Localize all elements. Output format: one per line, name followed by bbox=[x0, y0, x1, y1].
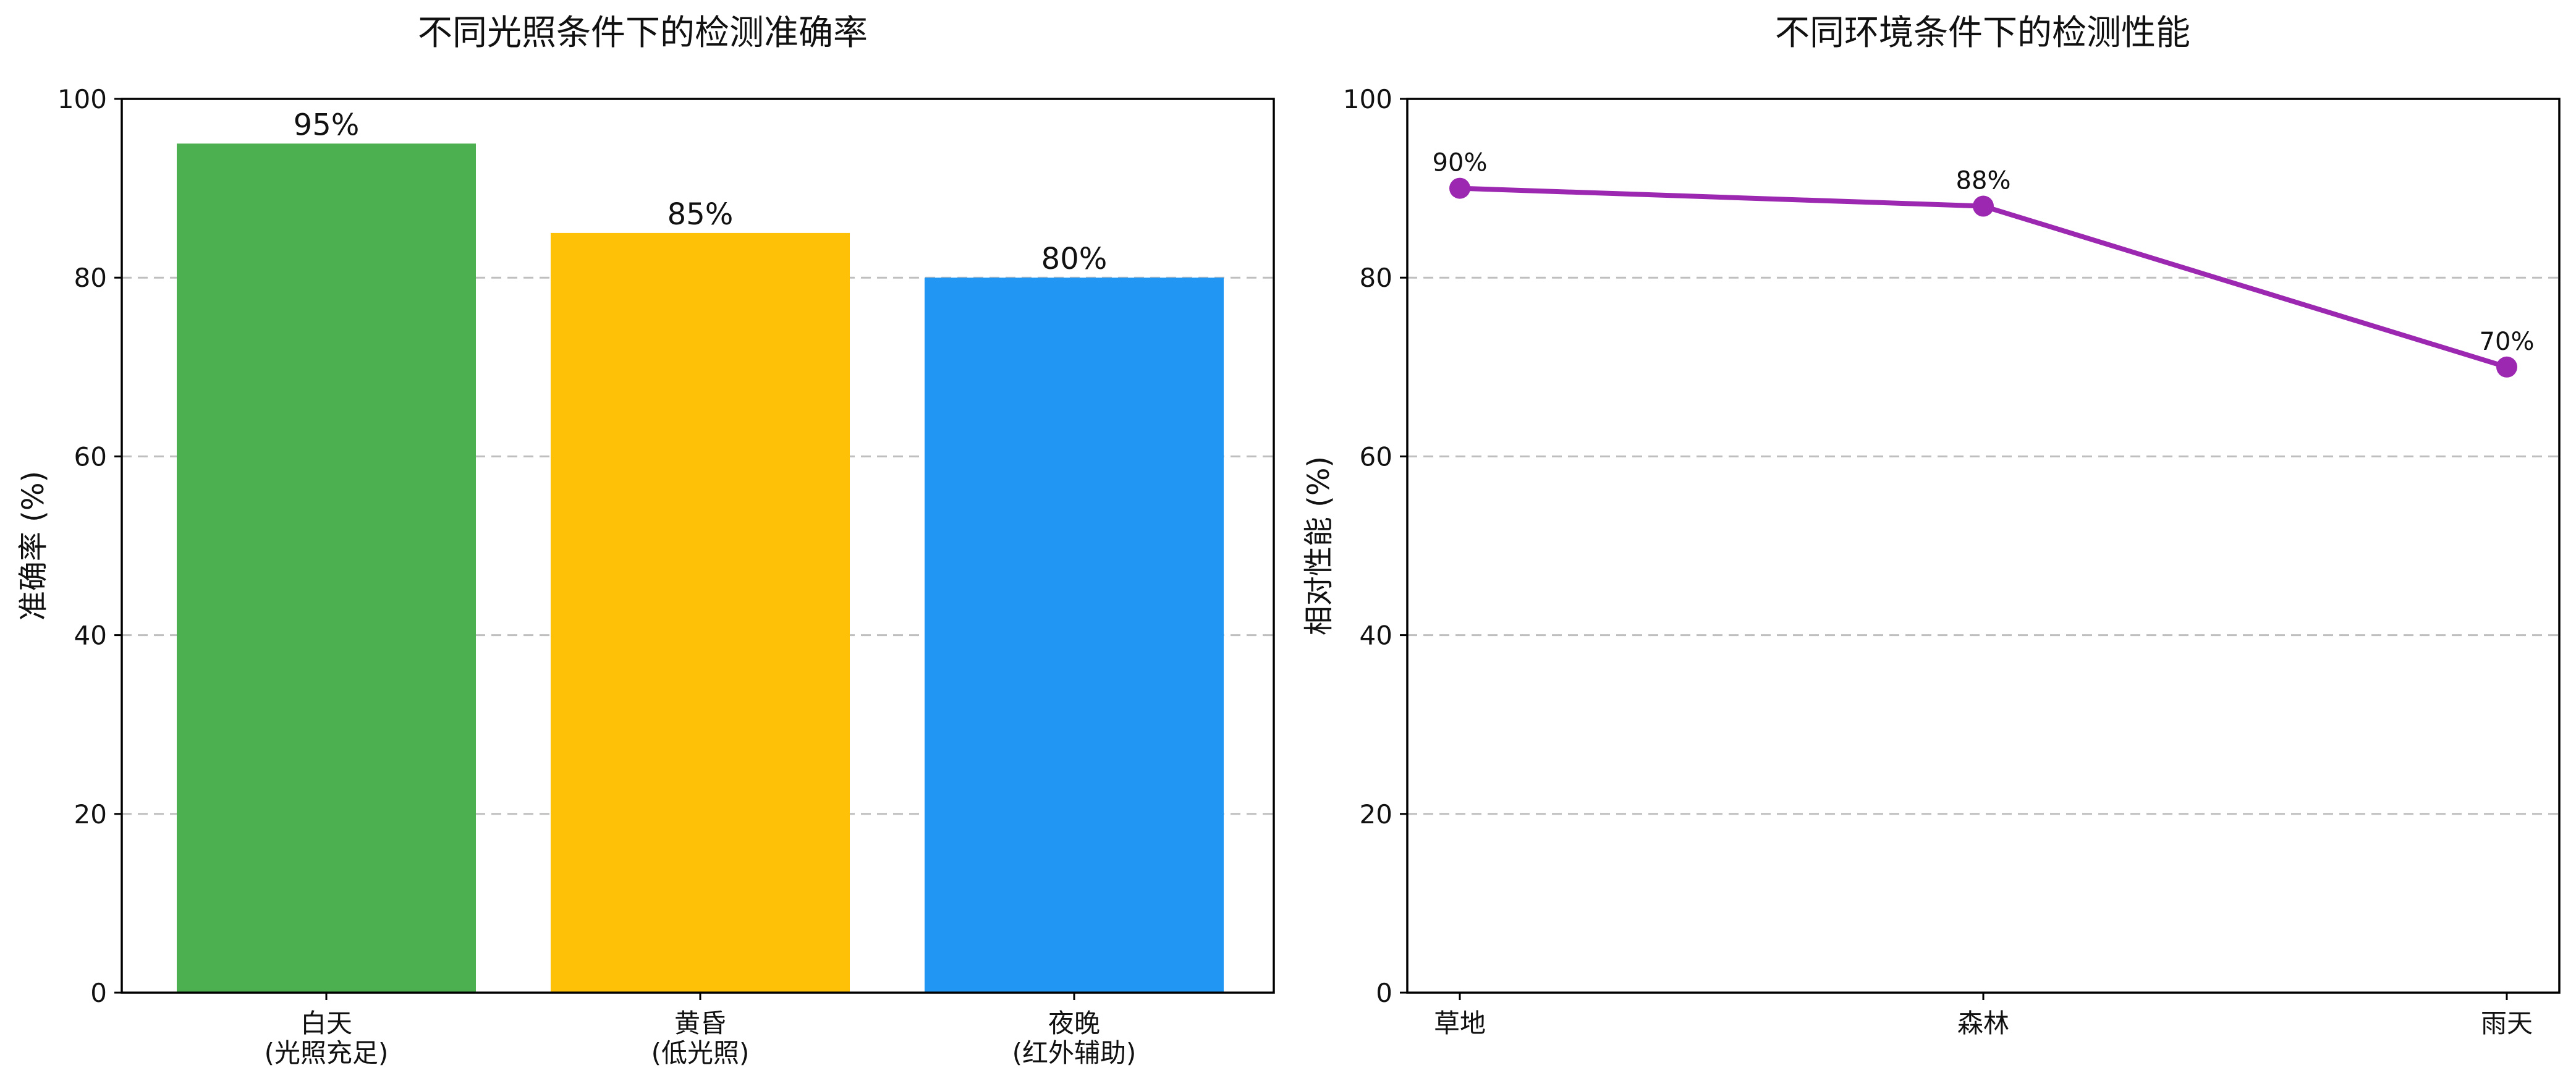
point-value-label: 90% bbox=[1433, 149, 1488, 177]
y-axis-ticks: 0 20 40 60 80 100 bbox=[57, 84, 122, 1008]
bar-value-label: 95% bbox=[294, 108, 360, 142]
data-point bbox=[1973, 195, 1994, 217]
x-tick-sublabel: (红外辅助) bbox=[1012, 1038, 1137, 1068]
y-tick-label: 40 bbox=[74, 621, 107, 651]
series-line bbox=[1449, 177, 2517, 378]
x-tick-label: 黄昏 bbox=[674, 1008, 726, 1038]
y-tick-label: 0 bbox=[1376, 978, 1392, 1008]
point-value-label: 70% bbox=[2480, 328, 2535, 356]
x-tick-label: 雨天 bbox=[2481, 1008, 2533, 1038]
performance-line-chart: 不同环境条件下的检测性能 0 20 40 60 80 100 草地 森林 雨天 90% 88% 7… bbox=[1302, 13, 2561, 1038]
x-tick-sublabel: (低光照) bbox=[651, 1038, 750, 1068]
point-value-labels: 90% 88% 70% bbox=[1433, 149, 2535, 356]
y-tick-label: 0 bbox=[90, 978, 107, 1008]
data-point bbox=[1449, 177, 1470, 199]
x-tick-label: 草地 bbox=[1434, 1008, 1486, 1038]
bars bbox=[177, 143, 1224, 993]
x-axis-ticks: 白天(光照充足) 黄昏(低光照) 夜晚(红外辅助) bbox=[265, 993, 1137, 1068]
bar bbox=[925, 278, 1224, 993]
bar-value-label: 85% bbox=[667, 197, 734, 232]
y-tick-label: 40 bbox=[1360, 621, 1392, 651]
bar bbox=[551, 232, 850, 993]
y-axis-label: 准确率 (%) bbox=[16, 471, 51, 621]
point-value-label: 88% bbox=[1956, 167, 2011, 195]
x-tick-label: 森林 bbox=[1957, 1008, 2009, 1038]
y-tick-label: 80 bbox=[1360, 263, 1392, 293]
y-tick-label: 60 bbox=[74, 441, 107, 472]
x-tick-sublabel: (光照充足) bbox=[265, 1038, 389, 1068]
chart-title: 不同环境条件下的检测性能 bbox=[1775, 13, 2190, 53]
y-tick-label: 80 bbox=[74, 263, 107, 293]
y-tick-label: 100 bbox=[57, 84, 107, 114]
x-tick-label: 夜晚 bbox=[1048, 1008, 1100, 1038]
y-tick-label: 60 bbox=[1360, 441, 1392, 472]
accuracy-bar-chart: 不同光照条件下的检测准确率 0 20 40 60 80 100 白天(光照充足) 黄昏(低光… bbox=[16, 13, 1275, 1068]
plot-frame bbox=[121, 98, 1275, 994]
bar-value-labels: 95% 85% 80% bbox=[294, 108, 1108, 276]
x-axis-ticks: 草地 森林 雨天 bbox=[1434, 993, 2533, 1038]
y-axis-label: 相对性能 (%) bbox=[1302, 456, 1336, 635]
bar-value-label: 80% bbox=[1041, 242, 1108, 276]
y-tick-label: 100 bbox=[1343, 84, 1392, 114]
y-tick-label: 20 bbox=[74, 799, 107, 829]
y-axis-ticks: 0 20 40 60 80 100 bbox=[1343, 84, 1407, 1008]
x-tick-label: 白天 bbox=[300, 1008, 352, 1038]
chart-title: 不同光照条件下的检测准确率 bbox=[418, 13, 868, 53]
bar bbox=[177, 143, 476, 993]
data-point bbox=[2496, 356, 2517, 378]
y-tick-label: 20 bbox=[1360, 799, 1392, 829]
